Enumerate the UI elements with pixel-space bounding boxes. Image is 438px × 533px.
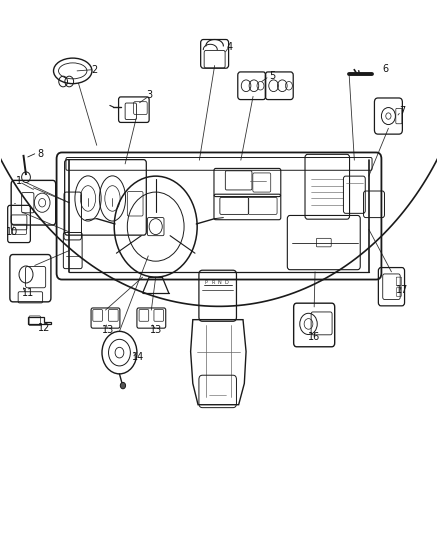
Text: R: R bbox=[211, 280, 215, 285]
Text: 4: 4 bbox=[227, 43, 233, 52]
Text: 8: 8 bbox=[37, 149, 43, 159]
Text: 2: 2 bbox=[92, 65, 98, 75]
Text: 1: 1 bbox=[16, 176, 22, 187]
Text: 12: 12 bbox=[38, 322, 50, 333]
Text: 17: 17 bbox=[396, 286, 409, 295]
Text: 13: 13 bbox=[149, 325, 162, 335]
Text: 16: 16 bbox=[308, 332, 320, 342]
Text: P: P bbox=[205, 280, 207, 285]
Circle shape bbox=[120, 382, 126, 389]
Text: D: D bbox=[225, 280, 229, 285]
Text: 3: 3 bbox=[146, 90, 152, 100]
Text: 13: 13 bbox=[102, 325, 114, 335]
Text: 14: 14 bbox=[132, 352, 145, 362]
Text: N: N bbox=[218, 280, 222, 285]
Text: 10: 10 bbox=[6, 228, 18, 238]
Text: 6: 6 bbox=[383, 64, 389, 74]
Text: 11: 11 bbox=[21, 288, 34, 298]
Text: 7: 7 bbox=[399, 106, 406, 116]
Text: 5: 5 bbox=[269, 71, 276, 81]
